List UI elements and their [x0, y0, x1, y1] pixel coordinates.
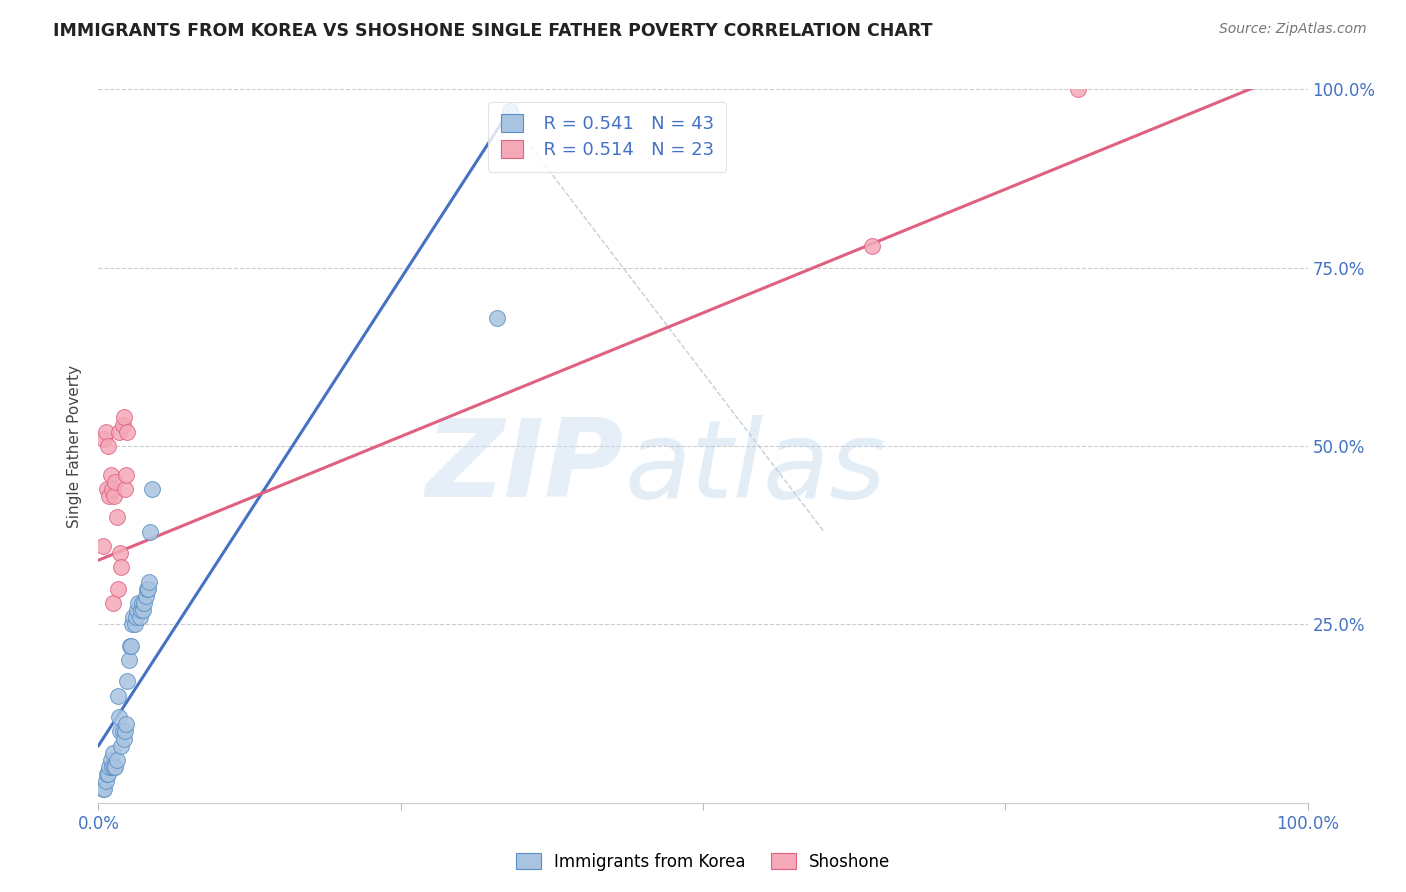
Point	[118, 639, 141, 653]
Point	[129, 603, 152, 617]
Text: ZIP: ZIP	[426, 415, 624, 520]
Point	[108, 546, 131, 560]
Point	[91, 539, 114, 553]
Point	[131, 596, 153, 610]
Point	[128, 610, 150, 624]
Point	[107, 582, 129, 596]
Point	[120, 639, 142, 653]
Point	[117, 674, 139, 689]
Point	[498, 103, 520, 118]
Point	[91, 781, 114, 796]
Point	[1067, 82, 1090, 96]
Point	[108, 724, 131, 739]
Point	[114, 724, 136, 739]
Point	[101, 746, 124, 760]
Point	[111, 724, 134, 739]
Point	[104, 760, 127, 774]
Point	[127, 596, 149, 610]
Point	[100, 753, 122, 767]
Legend:   R = 0.541   N = 43,   R = 0.514   N = 23: R = 0.541 N = 43, R = 0.514 N = 23	[488, 102, 727, 172]
Point	[96, 767, 118, 781]
Point	[111, 417, 134, 432]
Point	[107, 689, 129, 703]
Point	[132, 603, 155, 617]
Point	[115, 467, 138, 482]
Point	[117, 425, 139, 439]
Point	[97, 767, 120, 781]
Point	[96, 482, 118, 496]
Point	[100, 760, 122, 774]
Point	[115, 717, 138, 731]
Text: atlas: atlas	[624, 415, 886, 520]
Point	[122, 610, 145, 624]
Point	[125, 610, 148, 624]
Text: IMMIGRANTS FROM KOREA VS SHOSHONE SINGLE FATHER POVERTY CORRELATION CHART: IMMIGRANTS FROM KOREA VS SHOSHONE SINGLE…	[53, 22, 934, 40]
Point	[110, 739, 132, 753]
Point	[103, 760, 125, 774]
Text: Source: ZipAtlas.com: Source: ZipAtlas.com	[1219, 22, 1367, 37]
Point	[108, 710, 131, 724]
Point	[100, 467, 122, 482]
Point	[103, 489, 125, 503]
Point	[108, 425, 131, 439]
Point	[97, 439, 120, 453]
Point	[105, 753, 128, 767]
Point	[93, 781, 115, 796]
Point	[110, 560, 132, 574]
Point	[124, 617, 146, 632]
Point	[139, 524, 162, 539]
Point	[134, 596, 156, 610]
Point	[114, 482, 136, 496]
Legend: Immigrants from Korea, Shoshone: Immigrants from Korea, Shoshone	[508, 845, 898, 880]
Point	[860, 239, 883, 253]
Point	[138, 574, 160, 589]
Point	[127, 603, 149, 617]
Point	[101, 596, 124, 610]
Point	[104, 475, 127, 489]
Point	[136, 582, 159, 596]
Point	[118, 653, 141, 667]
Point	[135, 589, 157, 603]
Point	[135, 582, 157, 596]
Point	[100, 482, 122, 496]
Point	[141, 482, 163, 496]
Point	[105, 510, 128, 524]
Point	[94, 774, 117, 789]
Point	[486, 310, 509, 325]
Point	[98, 489, 121, 503]
Point	[112, 410, 135, 425]
Y-axis label: Single Father Poverty: Single Father Poverty	[67, 365, 83, 527]
Point	[112, 731, 135, 746]
Point	[98, 760, 121, 774]
Point	[94, 425, 117, 439]
Point	[93, 432, 115, 446]
Point	[121, 617, 143, 632]
